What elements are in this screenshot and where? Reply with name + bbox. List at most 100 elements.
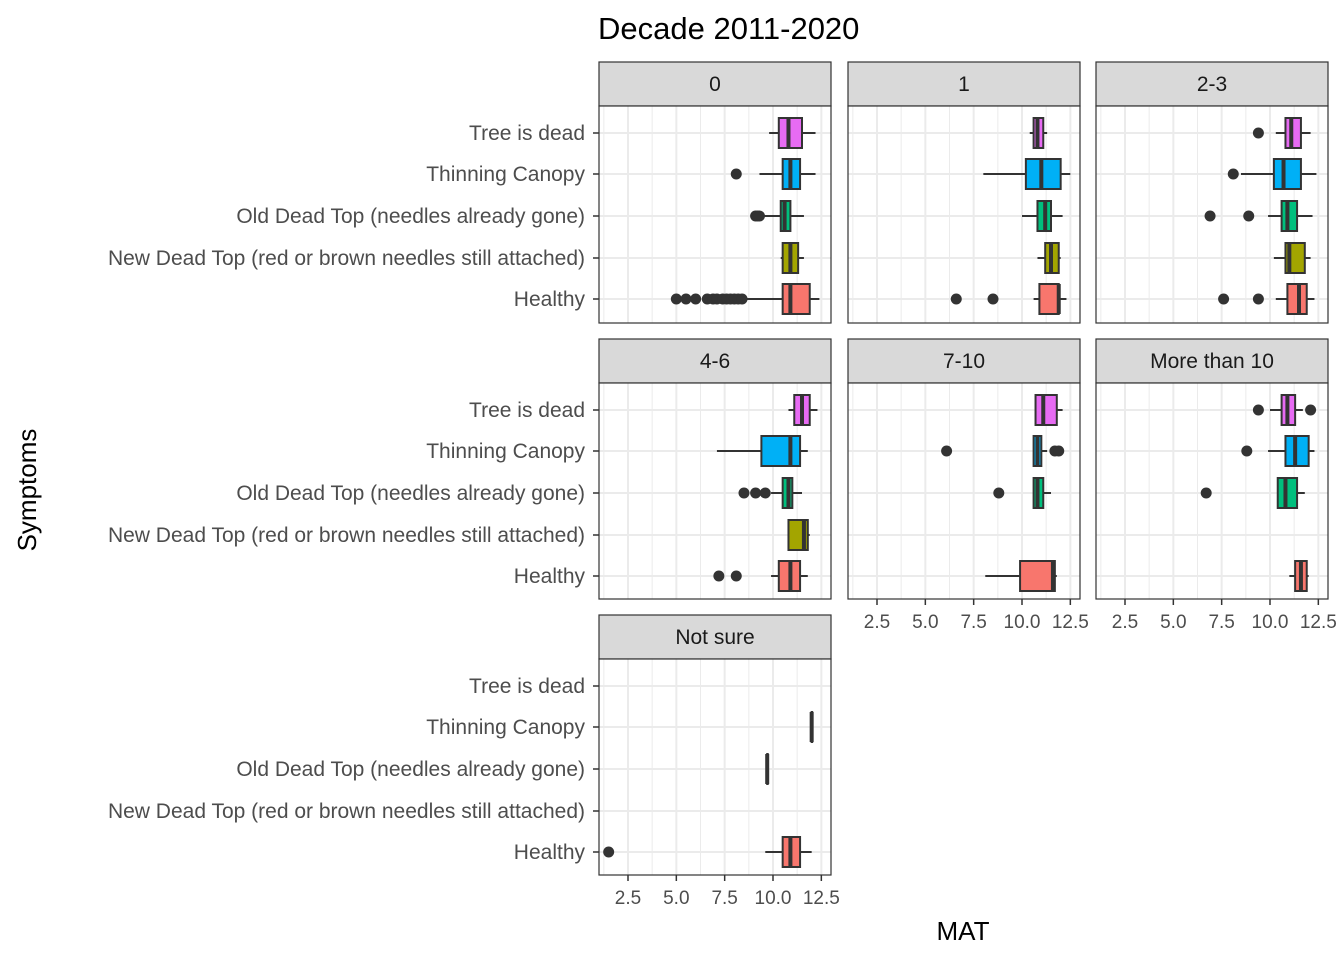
box-iqr [1034, 394, 1058, 426]
outlier-point [1252, 127, 1264, 139]
outlier-point [1053, 445, 1065, 457]
box-new-dead-top-red-or-brown-needles-still-attached [1037, 242, 1061, 274]
facet-panel-2-3: 2-3 [1095, 61, 1329, 324]
x-tick-label: 2.5 [615, 888, 641, 909]
outlier-point [713, 570, 725, 582]
x-tick-label: 5.0 [663, 888, 689, 909]
box-old-dead-top-needles-already-gone [1200, 477, 1305, 509]
y-tick-label: Old Dead Top (needles already gone) [236, 205, 585, 228]
outlier-point [750, 487, 762, 499]
y-tick-label: Tree is dead [469, 122, 585, 145]
panel-border [598, 382, 832, 600]
box-old-dead-top-needles-already-gone [1022, 200, 1063, 232]
outlier-point [690, 293, 702, 305]
facet-strip-label: 1 [958, 73, 970, 96]
y-tick-label: Healthy [514, 565, 586, 588]
y-tick-label: Thinning Canopy [426, 440, 585, 463]
outlier-point [736, 293, 748, 305]
box-tree-is-dead [1252, 394, 1317, 426]
outlier-point [1241, 445, 1253, 457]
box-iqr [1019, 560, 1056, 592]
facet-strip-label: 4-6 [700, 350, 730, 373]
y-tick-label: Healthy [514, 841, 586, 864]
outlier-point [1252, 293, 1264, 305]
x-tick-label: 2.5 [1112, 612, 1138, 633]
outlier-point [993, 487, 1005, 499]
x-tick-label: 5.0 [1160, 612, 1186, 633]
x-tick-label: 7.5 [1208, 612, 1234, 633]
y-tick-label: Tree is dead [469, 675, 585, 698]
box-new-dead-top-red-or-brown-needles-still-attached [1273, 242, 1311, 274]
box-thinning-canopy [1241, 435, 1315, 467]
box-new-dead-top-red-or-brown-needles-still-attached [780, 242, 804, 274]
box-iqr [1038, 283, 1060, 315]
box-tree-is-dead [1034, 394, 1063, 426]
y-tick-label: Healthy [514, 288, 586, 311]
outlier-point [1204, 210, 1216, 222]
y-tick-label: New Dead Top (red or brown needles still… [108, 800, 585, 823]
panel-border [847, 105, 1081, 324]
outlier-point [730, 570, 742, 582]
facet-strip [1095, 61, 1329, 107]
outlier-point [1200, 487, 1212, 499]
outlier-point [1243, 210, 1255, 222]
facet-panel-more-than-10: More than 10 2.5 5.0 7.5 10.0 12.5 [1095, 338, 1337, 633]
facet-strip-label: More than 10 [1150, 350, 1274, 373]
box-healthy [670, 283, 820, 315]
facet-panels: 0 Tree is dead Thinning Canopy Old Dead Top… [108, 61, 1337, 909]
y-tick-label: Old Dead Top (needles already gone) [236, 482, 585, 505]
box-iqr [781, 283, 811, 315]
panel-border [1095, 382, 1329, 600]
facet-strip-label: 7-10 [943, 350, 985, 373]
outlier-point [680, 293, 692, 305]
x-tick-label: 12.5 [803, 888, 840, 909]
outlier-point [950, 293, 962, 305]
box-thinning-canopy [809, 711, 814, 743]
y-tick-label: Tree is dead [469, 399, 585, 422]
outlier-point [1227, 168, 1239, 180]
outlier-point [1218, 293, 1230, 305]
facet-strip [847, 61, 1081, 107]
facet-panel-7-10: 7-10 2.5 5.0 7.5 10.0 12.5 [847, 338, 1089, 633]
facet-panel-0: 0 Tree is dead Thinning Canopy Old Dead Top… [108, 61, 832, 324]
box-old-dead-top-needles-already-gone [738, 477, 802, 509]
facet-panel-4-6: 4-6 Tree is dead Thinning Canopy Old Dead T… [108, 338, 832, 600]
box-healthy [1218, 283, 1315, 315]
y-tick-label: New Dead Top (red or brown needles still… [108, 524, 585, 547]
box-old-dead-top-needles-already-gone [765, 753, 770, 785]
panel-border [598, 658, 832, 876]
box-thinning-canopy [983, 158, 1071, 190]
x-tick-label: 10.0 [1004, 612, 1041, 633]
facet-strip [1095, 338, 1329, 384]
box-iqr [760, 435, 802, 467]
box-thinning-canopy [941, 435, 1065, 467]
box-tree-is-dead [1252, 117, 1311, 149]
outlier-point [753, 210, 765, 222]
y-tick-label: Old Dead Top (needles already gone) [236, 758, 585, 781]
panel-border [1095, 105, 1329, 324]
x-tick-label: 7.5 [711, 888, 737, 909]
facet-strip-label: 0 [709, 73, 721, 96]
box-healthy [950, 283, 1067, 315]
facet-panel-not-sure: Not sure Tree is dead Thinning Canopy Old D… [108, 614, 840, 909]
box-new-dead-top-red-or-brown-needles-still-attached [787, 519, 810, 551]
facet-strip [598, 61, 832, 107]
outlier-point [1252, 404, 1264, 416]
box-healthy [713, 560, 808, 592]
box-thinning-canopy [1227, 158, 1317, 190]
x-tick-label: 5.0 [912, 612, 938, 633]
outlier-point [987, 293, 999, 305]
x-axis-title: MAT [937, 916, 990, 946]
box-iqr [1272, 158, 1302, 190]
facet-strip [598, 338, 832, 384]
box-tree-is-dead [788, 394, 818, 426]
outlier-point [738, 487, 750, 499]
x-tick-label: 10.0 [1252, 612, 1289, 633]
outlier-point [730, 168, 742, 180]
outlier-point [1305, 404, 1317, 416]
outlier-point [941, 445, 953, 457]
chart-title: Decade 2011-2020 [598, 11, 859, 46]
facet-strip [598, 614, 832, 660]
panel-border [598, 105, 832, 324]
